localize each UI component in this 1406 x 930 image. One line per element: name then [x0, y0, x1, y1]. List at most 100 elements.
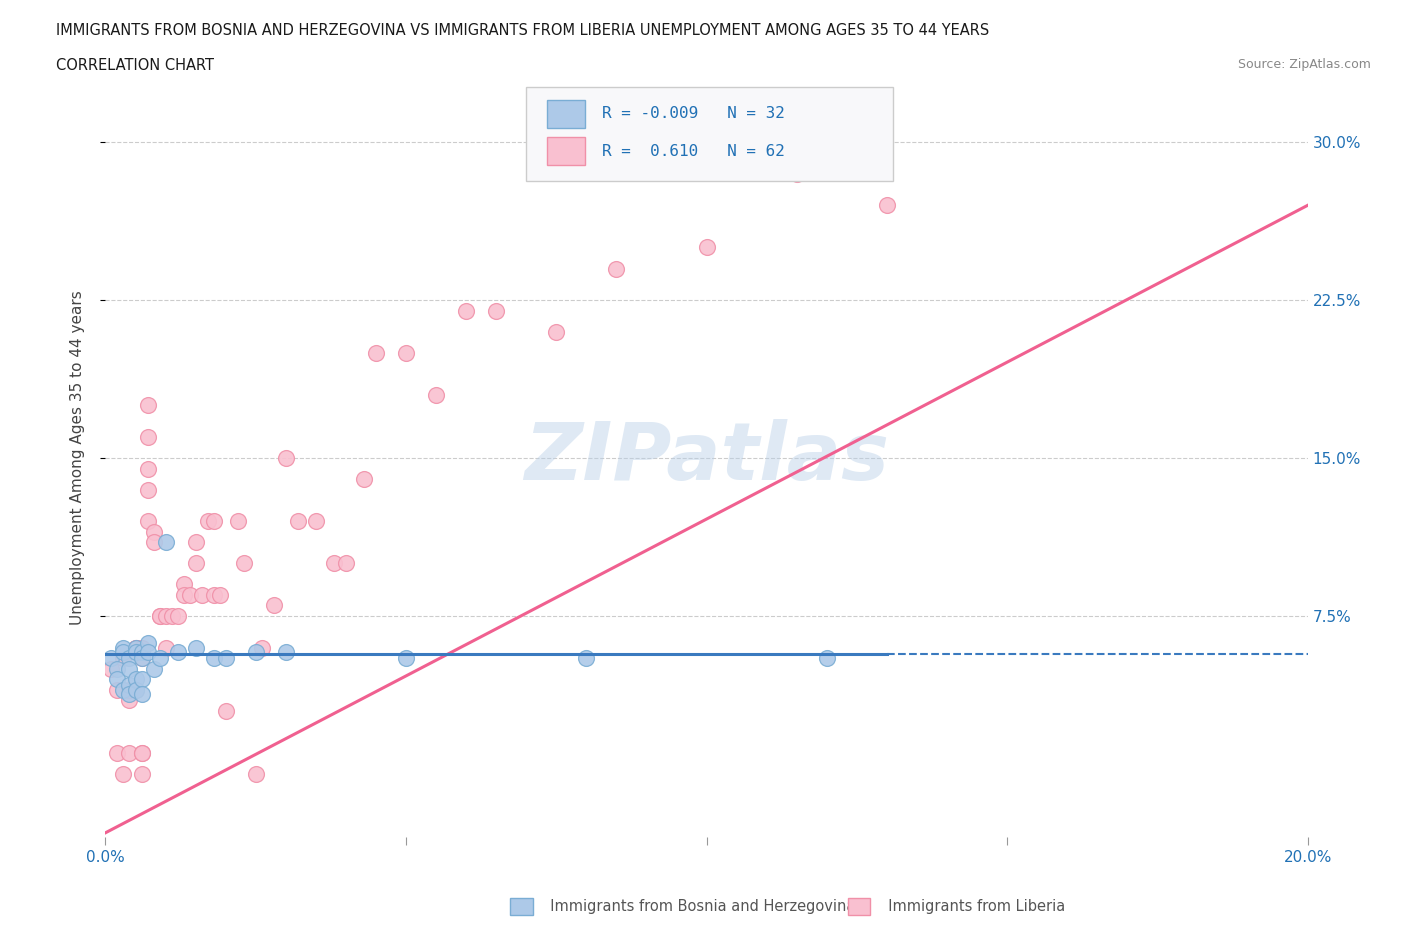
Point — [696, 240, 718, 255]
Point — [184, 556, 207, 571]
Point — [107, 683, 129, 698]
Point — [395, 345, 418, 360]
Point — [131, 651, 153, 666]
Point — [202, 651, 225, 666]
Point — [245, 644, 267, 659]
Point — [245, 766, 267, 781]
Text: ZIPatlas: ZIPatlas — [524, 419, 889, 497]
Point — [179, 588, 201, 603]
Y-axis label: Unemployment Among Ages 35 to 44 years: Unemployment Among Ages 35 to 44 years — [70, 291, 84, 625]
Text: Immigrants from Bosnia and Herzegovina: Immigrants from Bosnia and Herzegovina — [541, 899, 856, 914]
Text: R = -0.009   N = 32: R = -0.009 N = 32 — [602, 106, 785, 122]
Point — [118, 661, 141, 676]
Point — [136, 430, 159, 445]
Point — [112, 640, 135, 655]
Point — [131, 766, 153, 781]
Point — [118, 693, 141, 708]
Point — [786, 166, 808, 181]
Point — [131, 640, 153, 655]
Point — [353, 472, 375, 486]
Point — [575, 651, 598, 666]
Point — [124, 640, 146, 655]
Point — [214, 703, 236, 718]
Point — [274, 644, 297, 659]
Point — [131, 651, 153, 666]
Point — [100, 651, 122, 666]
Point — [124, 683, 146, 698]
Point — [184, 640, 207, 655]
Point — [202, 588, 225, 603]
Point — [190, 588, 212, 603]
Point — [197, 513, 219, 528]
Point — [142, 535, 165, 550]
Point — [148, 651, 170, 666]
Point — [155, 608, 177, 623]
Point — [226, 513, 249, 528]
Point — [305, 513, 328, 528]
Point — [118, 651, 141, 666]
Point — [166, 608, 188, 623]
Point — [136, 461, 159, 476]
Point — [454, 303, 477, 318]
Point — [112, 651, 135, 666]
Point — [155, 535, 177, 550]
Point — [112, 766, 135, 781]
Point — [118, 745, 141, 760]
Point — [118, 678, 141, 693]
Point — [395, 651, 418, 666]
Point — [148, 608, 170, 623]
Point — [425, 388, 447, 403]
Point — [100, 661, 122, 676]
Point — [166, 644, 188, 659]
Point — [160, 608, 183, 623]
Point — [155, 640, 177, 655]
Point — [364, 345, 387, 360]
Point — [131, 671, 153, 686]
Point — [118, 686, 141, 701]
Text: Source: ZipAtlas.com: Source: ZipAtlas.com — [1237, 58, 1371, 71]
Point — [142, 661, 165, 676]
Point — [124, 671, 146, 686]
Point — [173, 577, 195, 591]
Point — [107, 661, 129, 676]
Point — [124, 644, 146, 659]
Point — [214, 651, 236, 666]
FancyBboxPatch shape — [547, 137, 585, 166]
Point — [131, 745, 153, 760]
Text: CORRELATION CHART: CORRELATION CHART — [56, 58, 214, 73]
Point — [124, 640, 146, 655]
Text: Immigrants from Liberia: Immigrants from Liberia — [879, 899, 1064, 914]
Point — [148, 608, 170, 623]
Point — [287, 513, 309, 528]
Point — [131, 745, 153, 760]
Point — [136, 636, 159, 651]
Point — [173, 588, 195, 603]
Point — [605, 261, 627, 276]
Point — [136, 513, 159, 528]
Point — [322, 556, 344, 571]
Point — [131, 644, 153, 659]
Point — [876, 198, 898, 213]
Point — [202, 513, 225, 528]
Point — [485, 303, 508, 318]
Point — [124, 683, 146, 698]
Point — [112, 644, 135, 659]
Point — [208, 588, 231, 603]
Text: R =  0.610   N = 62: R = 0.610 N = 62 — [602, 144, 785, 159]
Point — [546, 325, 568, 339]
FancyBboxPatch shape — [526, 86, 893, 181]
Point — [118, 683, 141, 698]
Point — [136, 644, 159, 659]
FancyBboxPatch shape — [547, 100, 585, 128]
Point — [107, 745, 129, 760]
Point — [274, 451, 297, 466]
Point — [232, 556, 254, 571]
Point — [112, 683, 135, 698]
Point — [250, 640, 273, 655]
Point — [124, 640, 146, 655]
Point — [263, 598, 285, 613]
Point — [131, 686, 153, 701]
Point — [815, 651, 838, 666]
Point — [136, 398, 159, 413]
Point — [184, 535, 207, 550]
